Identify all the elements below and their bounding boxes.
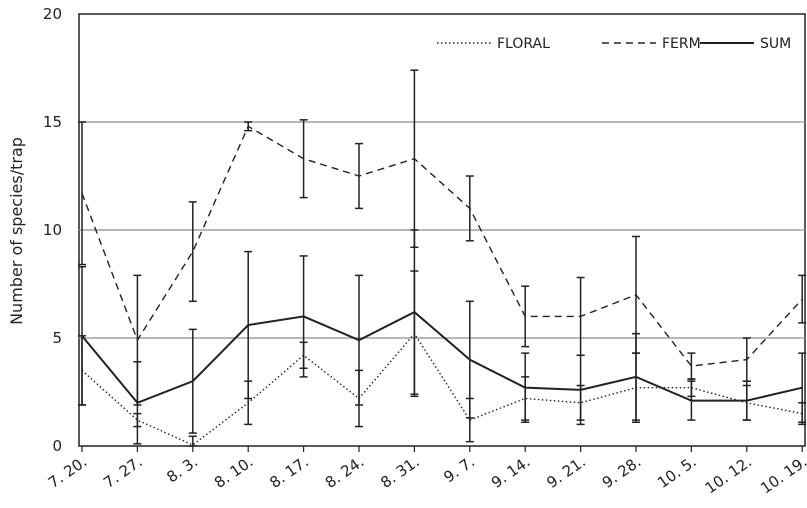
y-tick-label: 10 — [43, 221, 62, 239]
series-ferm — [78, 69, 807, 406]
x-tick-label: 10. 19. — [757, 453, 807, 498]
series-line — [81, 125, 803, 367]
legend-label-floral: FLORAL — [497, 36, 550, 52]
y-tick-label: 20 — [43, 5, 62, 23]
series-floral — [78, 270, 807, 447]
x-tick-label: 10. 5. — [654, 453, 699, 492]
legend-label-ferm: FERM — [662, 36, 701, 52]
y-axis-title: Number of species/trap — [7, 137, 26, 325]
x-tick-labels: 7. 20. 7. 27. 8. 3. 8. 10. 8. 17. 8. 24. 8. 31… — [45, 446, 807, 497]
x-tick-label: 8. 24. — [322, 453, 367, 492]
legend-label-sum: SUM — [760, 36, 791, 52]
x-tick-label: 10. 12. — [702, 453, 755, 498]
x-tick-label: 8. 17. — [266, 453, 311, 492]
x-tick-label: 8. 31. — [377, 453, 422, 492]
series-line — [81, 310, 803, 404]
x-tick-label: 9. 7. — [440, 453, 478, 487]
x-tick-label: 8. 10. — [211, 453, 256, 492]
x-tick-label: 9. 28. — [599, 453, 644, 492]
x-tick-label: 7. 27. — [100, 453, 145, 492]
y-tick-labels: 0 5 10 15 20 — [43, 5, 62, 455]
y-tick-label: 0 — [52, 437, 62, 455]
y-tick-label: 5 — [52, 329, 62, 347]
series-sum — [78, 229, 807, 445]
legend: FLORAL FERM SUM — [437, 36, 791, 52]
x-tick-label: 8. 3. — [163, 453, 201, 487]
x-tick-label: 9. 21. — [543, 453, 588, 492]
x-tick-label: 7. 20. — [45, 453, 90, 492]
x-tick-label: 9. 14. — [488, 453, 533, 492]
series-layer — [78, 69, 807, 447]
grid-lines — [79, 121, 805, 339]
series-line — [81, 332, 803, 446]
y-tick-label: 15 — [43, 113, 62, 131]
